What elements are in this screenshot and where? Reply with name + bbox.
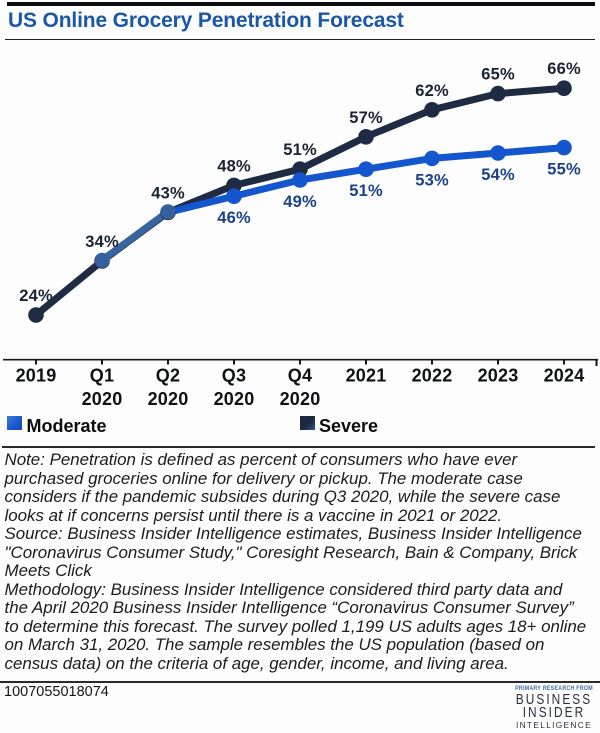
svg-text:2020: 2020 <box>280 389 321 409</box>
svg-text:53%: 53% <box>415 171 449 189</box>
svg-text:Q1: Q1 <box>90 366 114 386</box>
svg-text:46%: 46% <box>217 209 251 227</box>
svg-text:Q2: Q2 <box>156 366 180 386</box>
svg-text:2019: 2019 <box>16 366 57 386</box>
svg-text:2023: 2023 <box>478 366 519 386</box>
svg-text:57%: 57% <box>349 109 383 127</box>
svg-text:62%: 62% <box>415 82 449 100</box>
svg-text:2022: 2022 <box>412 366 453 386</box>
svg-text:2024: 2024 <box>544 366 585 386</box>
svg-text:48%: 48% <box>217 157 251 175</box>
svg-text:54%: 54% <box>481 166 515 184</box>
svg-text:24%: 24% <box>19 287 53 305</box>
svg-text:65%: 65% <box>481 66 515 84</box>
svg-text:43%: 43% <box>151 184 185 202</box>
svg-text:55%: 55% <box>547 161 581 179</box>
svg-text:51%: 51% <box>349 182 383 200</box>
svg-text:2021: 2021 <box>346 366 387 386</box>
svg-text:49%: 49% <box>283 193 317 211</box>
svg-text:2020: 2020 <box>148 389 189 409</box>
svg-text:Q3: Q3 <box>222 366 246 386</box>
svg-text:2020: 2020 <box>82 389 123 409</box>
svg-text:2020: 2020 <box>214 389 255 409</box>
svg-text:51%: 51% <box>283 141 317 159</box>
svg-text:66%: 66% <box>547 60 581 78</box>
svg-text:Q4: Q4 <box>288 366 312 386</box>
svg-text:34%: 34% <box>85 233 119 251</box>
